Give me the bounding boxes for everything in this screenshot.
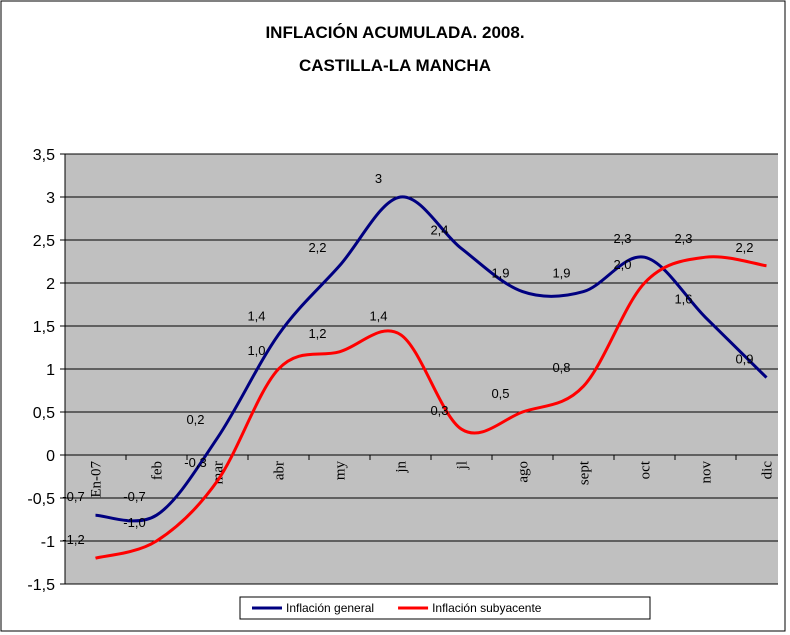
x-tick-label: feb <box>150 461 166 480</box>
x-tick-label: ago <box>516 461 532 483</box>
data-label: -1,0 <box>123 515 145 530</box>
x-tick-label: dic <box>760 461 776 480</box>
y-tick-label: 0,5 <box>33 405 55 422</box>
y-tick-label: 0 <box>46 448 55 465</box>
y-tick-label: 2 <box>46 276 55 293</box>
data-label: 1,9 <box>552 266 570 281</box>
line-series <box>95 195 768 523</box>
legend-box <box>239 596 651 620</box>
x-tick-label: nov <box>699 461 715 484</box>
data-label: 1,9 <box>491 266 509 281</box>
chart-title: INFLACIÓN ACUMULADA. 2008. <box>265 23 524 42</box>
data-label: -0,7 <box>123 489 145 504</box>
data-label: 2,2 <box>308 240 326 255</box>
legend-label: Inflación general <box>286 601 374 615</box>
x-tick-label: abr <box>272 461 288 480</box>
data-label: 2,4 <box>430 223 448 238</box>
data-label: 0,2 <box>186 412 204 427</box>
y-tick-label: 3,5 <box>33 147 55 164</box>
data-label: 2,0 <box>613 257 631 272</box>
data-label: 1,4 <box>369 309 387 324</box>
y-tick-label: -0,5 <box>27 491 55 508</box>
y-tick-label: -1 <box>41 534 55 551</box>
x-tick-label: jn <box>394 461 410 474</box>
x-tick-label: mar <box>211 461 227 484</box>
data-label: 0,9 <box>735 352 753 367</box>
chart-subtitle: CASTILLA-LA MANCHA <box>299 56 491 75</box>
legend-label: Inflación subyacente <box>432 601 542 615</box>
data-label: 0,8 <box>552 360 570 375</box>
y-tick-label: 2,5 <box>33 233 55 250</box>
x-tick-label: En-07 <box>89 461 105 498</box>
data-label: -1,2 <box>62 532 84 547</box>
data-label: 0,3 <box>430 403 448 418</box>
data-label: 1,0 <box>247 343 265 358</box>
data-label: 2,3 <box>674 231 692 246</box>
x-tick-label: oct <box>638 460 654 479</box>
y-tick-label: -1,5 <box>27 577 55 594</box>
data-label: 3 <box>375 171 382 186</box>
y-tick-label: 1 <box>46 362 55 379</box>
data-label: -0,7 <box>62 489 84 504</box>
data-label: -0,3 <box>184 455 206 470</box>
data-label: 2,3 <box>613 231 631 246</box>
data-label: 2,2 <box>735 240 753 255</box>
x-tick-label: jl <box>455 461 471 470</box>
y-tick-label: 1,5 <box>33 319 55 336</box>
x-tick-label: my <box>333 461 349 481</box>
data-label: 1,4 <box>247 309 265 324</box>
data-label: 1,6 <box>674 291 692 306</box>
line-series <box>95 255 767 560</box>
data-label: 0,5 <box>491 386 509 401</box>
data-label: 1,2 <box>308 326 326 341</box>
x-tick-label: sept <box>577 460 593 485</box>
y-tick-label: 3 <box>46 190 55 207</box>
